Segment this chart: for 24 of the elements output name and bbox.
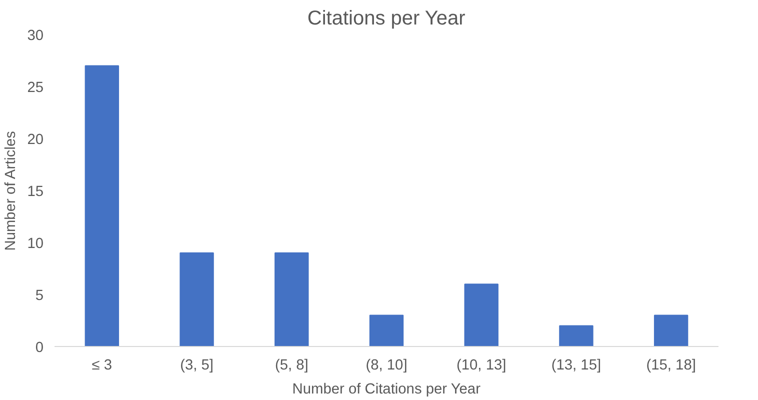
x-tick-label: (8, 10] [366, 358, 408, 374]
y-tick-label: 5 [35, 288, 44, 304]
x-tick-label: (10, 13] [456, 358, 506, 374]
x-tick-label: ≤ 3 [92, 358, 112, 374]
x-tick-label: (3, 5] [180, 358, 214, 374]
x-tick-label: (15, 18] [646, 358, 696, 374]
chart-title: Citations per Year [307, 8, 466, 30]
bar [464, 284, 498, 346]
bar [84, 65, 120, 346]
x-axis-title: Number of Citations per Year [292, 382, 481, 398]
bar [654, 314, 688, 346]
y-tick-label: 0 [35, 340, 44, 356]
bar [180, 252, 214, 346]
y-tick-label: 10 [27, 236, 44, 252]
y-tick-label: 15 [27, 184, 44, 200]
x-tick-label: (13, 15] [551, 358, 602, 374]
bar [559, 325, 594, 346]
y-axis-title: Number of Articles [3, 131, 20, 251]
y-tick-label: 25 [27, 80, 44, 96]
y-tick-label: 30 [27, 28, 44, 44]
x-tick-label: (5, 8] [274, 358, 308, 374]
bar [369, 314, 404, 346]
bar [274, 252, 309, 346]
y-tick-label: 20 [27, 132, 44, 148]
